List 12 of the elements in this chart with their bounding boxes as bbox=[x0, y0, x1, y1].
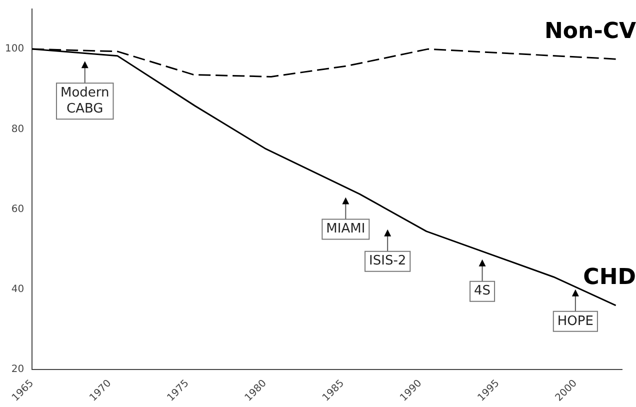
annotation: ISIS-2 bbox=[369, 254, 406, 269]
annotation: MIAMI bbox=[326, 222, 366, 237]
series-label: Non-CV bbox=[544, 18, 636, 44]
legend-label: CHD bbox=[583, 265, 636, 290]
y-tick-label: 60 bbox=[11, 204, 24, 215]
y-tick-label: 40 bbox=[11, 284, 24, 295]
y-tick-label: 80 bbox=[11, 124, 24, 135]
annotation: 4S bbox=[474, 284, 491, 299]
annotation: Modern CABG bbox=[60, 85, 110, 116]
y-tick-label: 20 bbox=[11, 364, 24, 376]
annotation: HOPE bbox=[557, 314, 594, 329]
y-tick-label: 100 bbox=[4, 44, 24, 55]
